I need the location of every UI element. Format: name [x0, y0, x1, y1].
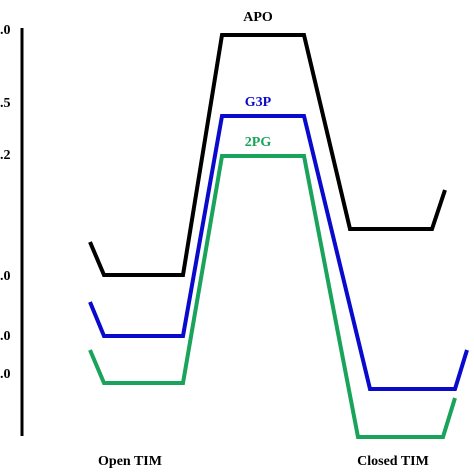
g3p-profile — [88, 114, 469, 391]
state-label: Open TIM — [98, 454, 162, 469]
axis-label: .0 — [0, 269, 11, 284]
profile-label: G3P — [245, 95, 272, 110]
profile-label: 2PG — [245, 135, 272, 150]
axis-label: .0 — [0, 23, 11, 38]
state-label: Closed TIM — [357, 454, 429, 469]
axis-label: .2 — [0, 148, 11, 163]
axis-label: .5 — [0, 96, 11, 111]
apo-profile — [88, 33, 447, 277]
axis-label: .0 — [0, 367, 11, 382]
2pg-profile — [88, 154, 457, 439]
axis-label: .0 — [0, 329, 11, 344]
profile-label: APO — [243, 10, 273, 25]
